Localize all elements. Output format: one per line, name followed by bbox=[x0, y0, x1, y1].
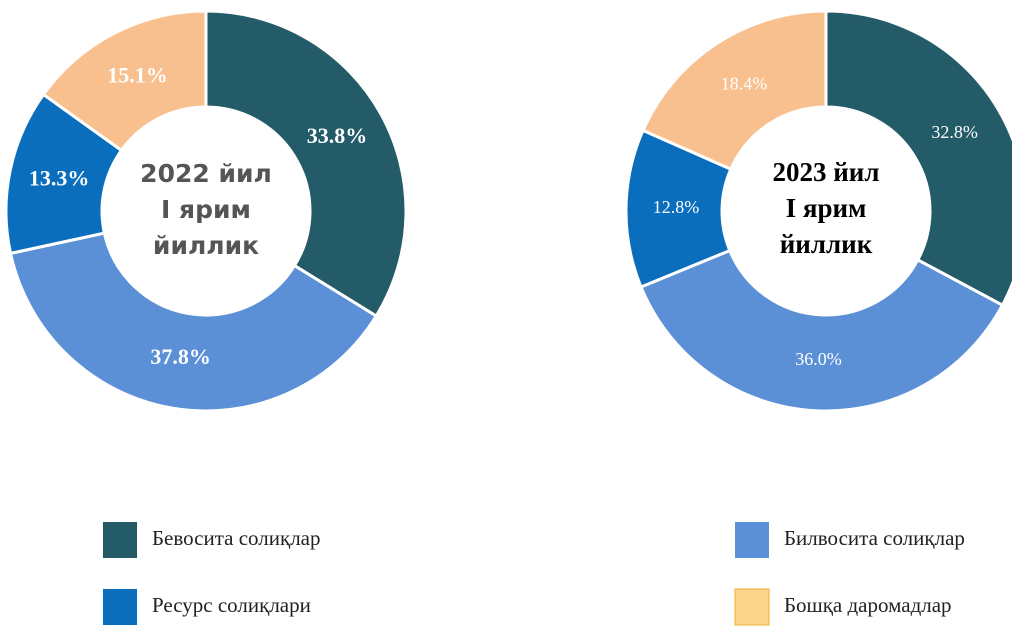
center-label: йиллик bbox=[780, 229, 873, 259]
legend-swatch bbox=[103, 522, 137, 558]
value-label: 18.4% bbox=[721, 73, 768, 93]
value-label: 33.8% bbox=[307, 123, 368, 148]
legend-label: Ресурс солиқлари bbox=[152, 593, 311, 617]
legend-label: Бошқа даромадлар bbox=[784, 593, 952, 617]
slice bbox=[640, 9, 828, 172]
value-label: 36.0% bbox=[795, 349, 842, 369]
legend-swatch bbox=[103, 589, 137, 625]
value-label: 15.1% bbox=[107, 63, 168, 88]
center-label: йиллик bbox=[153, 231, 259, 260]
slice bbox=[204, 9, 408, 319]
legend-swatch bbox=[735, 522, 769, 558]
legend-swatch bbox=[734, 588, 770, 626]
value-label: 32.8% bbox=[931, 122, 978, 142]
legend-label: Билвосита солиқлар bbox=[784, 526, 965, 550]
slice bbox=[41, 9, 208, 153]
center-label: 2022 йил bbox=[140, 159, 272, 188]
legend-label: Бевосита солиқлар bbox=[152, 526, 321, 550]
slice bbox=[639, 248, 1005, 413]
slice bbox=[824, 9, 1012, 308]
value-label: 13.3% bbox=[29, 166, 90, 191]
center-label: 2023 йил bbox=[772, 157, 879, 187]
center-label: I ярим bbox=[161, 195, 251, 224]
slice bbox=[8, 231, 379, 413]
value-label: 37.8% bbox=[150, 344, 211, 369]
value-label: 12.8% bbox=[653, 197, 700, 217]
center-label: I ярим bbox=[786, 193, 867, 223]
